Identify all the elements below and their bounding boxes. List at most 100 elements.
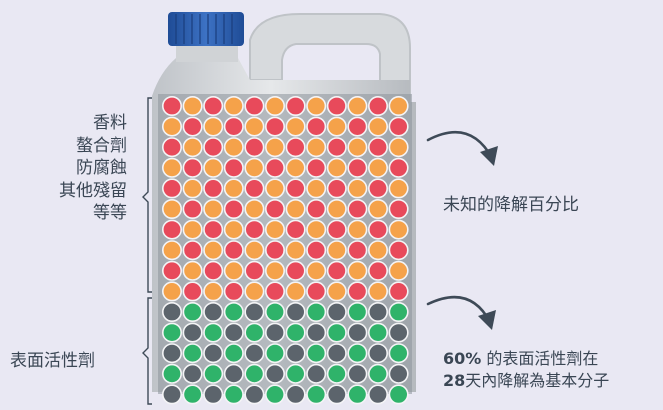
ingredient-dot — [223, 260, 244, 281]
ingredient-dot — [264, 178, 285, 199]
curved-arrow-icon — [426, 295, 496, 330]
ingredient-dot — [367, 199, 388, 220]
ingredient-dot — [162, 219, 183, 240]
ingredient-dot — [244, 260, 265, 281]
ingredient-dot — [326, 116, 347, 137]
ingredient-dot — [285, 260, 306, 281]
surfactant-dot — [326, 322, 347, 343]
surfactant-dot — [285, 301, 306, 322]
ingredient-dot — [244, 240, 265, 261]
ingredient-dot — [264, 199, 285, 220]
ingredient-dot — [244, 137, 265, 158]
ingredient-dot — [306, 116, 327, 137]
ingredient-dot — [285, 157, 306, 178]
surfactant-dot — [244, 322, 265, 343]
surfactant-dot — [306, 301, 327, 322]
brace-other-ingredients — [142, 97, 152, 293]
ingredient-dot — [388, 96, 409, 117]
ingredient-dot — [326, 137, 347, 158]
surfactant-dot — [367, 322, 388, 343]
ingredient-dot — [264, 240, 285, 261]
surfactant-dot — [306, 384, 327, 405]
ingredient-dot — [388, 157, 409, 178]
ingredient-dot — [182, 219, 203, 240]
surfactant-dot — [367, 363, 388, 384]
ingredient-dot — [347, 137, 368, 158]
ingredient-dot — [367, 137, 388, 158]
ingredient-dot — [388, 240, 409, 261]
surfactant-dot — [182, 384, 203, 405]
surfactant-dot — [244, 363, 265, 384]
ingredient-dot — [223, 116, 244, 137]
ingredient-dot — [162, 240, 183, 261]
ingredient-dot — [326, 96, 347, 117]
surfactant-dot — [306, 322, 327, 343]
ingredient-dot — [223, 137, 244, 158]
ingredient-dot — [203, 281, 224, 302]
other-ingredients-list: 香料 螯合劑 防腐蝕 其他殘留 等等 — [59, 112, 127, 225]
ingredient-dot — [162, 157, 183, 178]
surfactant-dot — [223, 301, 244, 322]
surfactant-dot — [264, 343, 285, 364]
ingredient-dot — [264, 260, 285, 281]
ingredient-dot — [367, 240, 388, 261]
surfactant-dot — [347, 343, 368, 364]
ingredient-dot — [203, 199, 224, 220]
ingredient-dot — [244, 199, 265, 220]
ingredient-dot — [388, 178, 409, 199]
ingredient-dot — [347, 116, 368, 137]
stat-line1-text: 的表面活性劑在 — [481, 349, 599, 368]
ingredient-dot — [347, 219, 368, 240]
ingredient-dot — [326, 281, 347, 302]
ingredient-anticorrosion: 防腐蝕 — [76, 158, 127, 178]
ingredient-dot — [367, 116, 388, 137]
ingredient-dot — [306, 157, 327, 178]
surfactant-dot — [264, 363, 285, 384]
ingredient-dot — [203, 240, 224, 261]
surfactant-dot — [388, 301, 409, 322]
ingredient-dot — [182, 96, 203, 117]
ingredient-dot — [223, 240, 244, 261]
ingredient-dot — [223, 199, 244, 220]
ingredient-dot — [182, 240, 203, 261]
ingredient-dot — [367, 178, 388, 199]
ingredient-dot — [306, 281, 327, 302]
ingredient-dot — [367, 157, 388, 178]
ingredient-dot — [347, 240, 368, 261]
ingredient-dot — [162, 260, 183, 281]
surfactant-dot — [182, 343, 203, 364]
ingredient-dot — [264, 116, 285, 137]
ingredient-dot — [367, 281, 388, 302]
ingredient-dot — [203, 137, 224, 158]
surfactant-dot — [223, 363, 244, 384]
surfactant-dot — [264, 322, 285, 343]
ingredient-dot — [326, 240, 347, 261]
ingredient-dot — [223, 219, 244, 240]
ingredient-dot — [306, 199, 327, 220]
surfactant-dot — [326, 384, 347, 405]
ingredient-dot — [326, 178, 347, 199]
ingredient-dot — [306, 178, 327, 199]
ingredient-dot — [285, 96, 306, 117]
ingredient-dot — [264, 219, 285, 240]
ingredient-dot — [162, 178, 183, 199]
stat-percent: 60% — [443, 349, 482, 368]
ingredient-chelating-agent: 螯合劑 — [76, 135, 127, 156]
ingredient-dot — [347, 260, 368, 281]
ingredient-dot — [244, 178, 265, 199]
ingredient-dot — [388, 219, 409, 240]
ingredient-dot — [162, 281, 183, 302]
surfactant-dot — [203, 301, 224, 322]
surfactant-dot — [182, 322, 203, 343]
surfactant-dot — [347, 322, 368, 343]
ingredient-dot — [306, 96, 327, 117]
surfactant-dot — [326, 301, 347, 322]
surfactant-dot — [264, 301, 285, 322]
ingredient-dot — [367, 219, 388, 240]
surfactant-dot — [388, 384, 409, 405]
ingredient-dot — [182, 116, 203, 137]
surfactant-dot — [388, 363, 409, 384]
ingredient-dot — [388, 260, 409, 281]
surfactant-dot — [347, 363, 368, 384]
surfactant-dot — [223, 322, 244, 343]
